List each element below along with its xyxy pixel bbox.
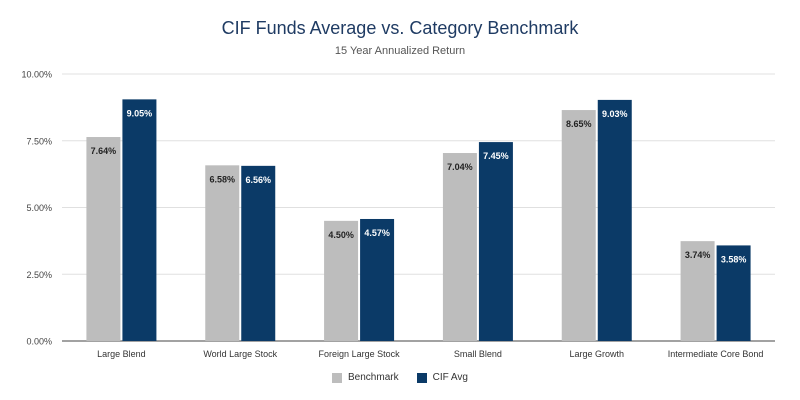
data-label: 4.50% (328, 230, 354, 240)
chart-title: CIF Funds Average vs. Category Benchmark (221, 18, 579, 38)
legend-label-benchmark: Benchmark (348, 372, 399, 383)
data-label: 4.57% (364, 228, 390, 238)
bar-cif-avg (716, 245, 751, 341)
data-label: 3.74% (685, 250, 711, 260)
x-tick-label: Foreign Large Stock (319, 349, 401, 359)
y-tick-label: 2.50% (26, 270, 52, 280)
x-tick-label: Small Blend (454, 349, 502, 359)
data-label: 7.45% (483, 151, 509, 161)
bar-cif-avg (122, 99, 157, 342)
bar-cif-avg (360, 218, 395, 341)
data-label: 6.58% (209, 174, 235, 184)
data-label: 8.65% (566, 119, 592, 129)
bar-benchmark (680, 241, 715, 341)
bar-cif-avg (241, 165, 276, 341)
legend: Benchmark CIF Avg (0, 372, 800, 383)
legend-swatch-cif-avg (416, 372, 427, 383)
y-tick-label: 5.00% (26, 203, 52, 213)
x-tick-label: Large Growth (569, 349, 624, 359)
data-label: 6.56% (245, 175, 271, 185)
legend-label-cif-avg: CIF Avg (432, 372, 468, 383)
data-label: 3.58% (721, 254, 747, 264)
x-tick-label: Intermediate Core Bond (668, 349, 764, 359)
bar-benchmark (442, 153, 477, 341)
legend-item-benchmark: Benchmark (332, 372, 399, 383)
data-label: 7.64% (91, 146, 117, 156)
bar-benchmark (205, 165, 240, 341)
data-label: 9.05% (127, 108, 153, 118)
bar-cif-avg (597, 99, 632, 341)
x-tick-label: World Large Stock (203, 349, 277, 359)
chart-subtitle: 15 Year Annualized Return (334, 45, 466, 57)
y-tick-label: 0.00% (26, 337, 52, 347)
x-tick-label: Large Blend (97, 349, 146, 359)
bar-benchmark (324, 220, 359, 341)
bar-benchmark (86, 137, 121, 341)
y-tick-label: 7.50% (26, 136, 52, 146)
legend-item-cif-avg: CIF Avg (416, 372, 468, 383)
data-label: 7.04% (447, 162, 473, 172)
legend-swatch-benchmark (332, 372, 343, 383)
data-label: 9.03% (602, 109, 628, 119)
y-tick-label: 10.00% (21, 70, 52, 80)
bar-benchmark (561, 110, 596, 341)
bar-cif-avg (478, 142, 513, 341)
